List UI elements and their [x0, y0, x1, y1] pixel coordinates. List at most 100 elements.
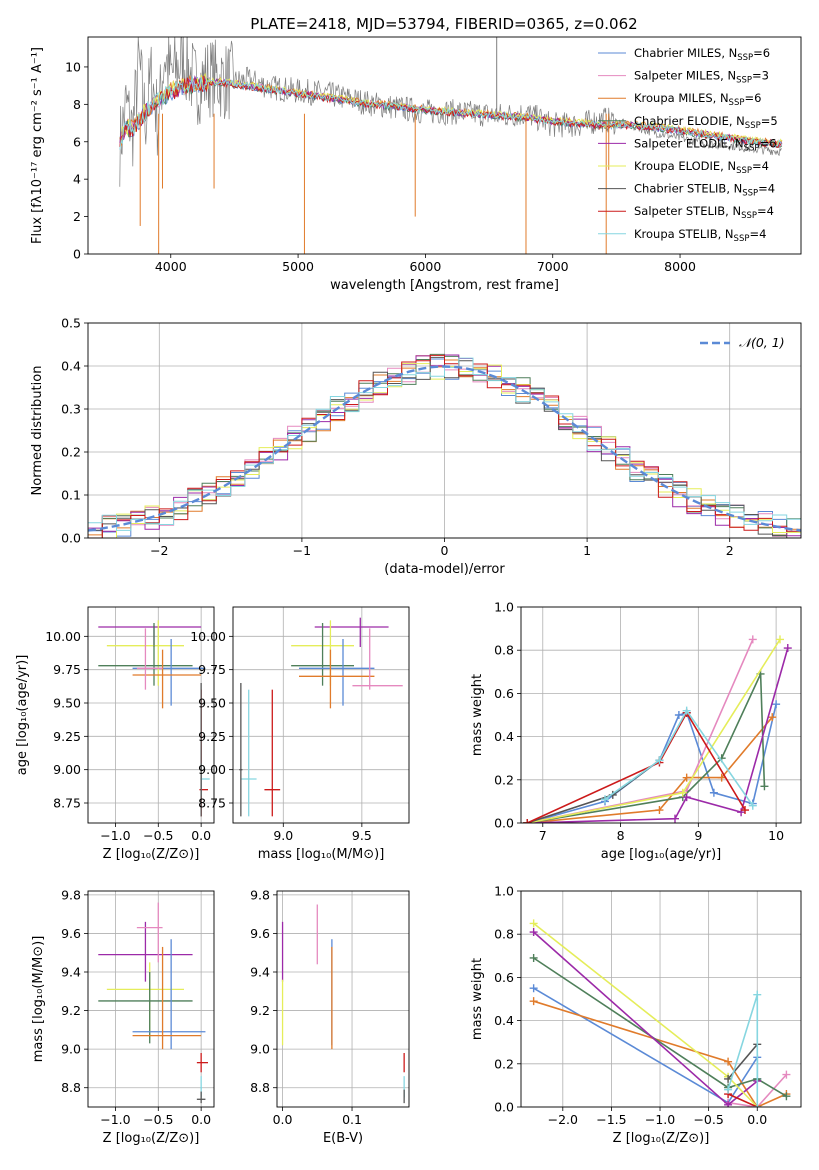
series-line-salpeter-miles	[727, 1074, 787, 1107]
data-spectrum-line	[119, 37, 782, 187]
axes-frame	[87, 36, 802, 255]
y-tick-label: 0.2	[494, 1056, 514, 1071]
chart-weight-vs-age: 7 8 9 10 0.0 0.2 0.4 0.6 0.8 1.0 age [log₁₀(age/yr…	[470, 600, 802, 862]
series-marker-kroupa-stelib	[601, 795, 609, 804]
legend-subscript: SSP	[729, 98, 745, 108]
axes-frame	[232, 606, 410, 824]
y-tick-label: 0.5	[61, 316, 81, 331]
series-line-kroupa-elodie	[527, 638, 781, 823]
legend-value: =6	[753, 46, 770, 60]
y-tick-label: 9.00	[53, 762, 81, 777]
series-marker-kroupa-stelib	[682, 706, 691, 715]
series-marker-salpeter-elodie	[682, 793, 691, 802]
y-tick-label: 0.3	[61, 402, 81, 417]
series-marker-chabrier-elodie	[782, 1092, 791, 1101]
y-tick-label: 9.0	[61, 1042, 81, 1057]
x-axis-label: E(B-V)	[323, 1131, 363, 1146]
legend-label-kroupa-elodie: Kroupa ELODIE, NSSP=4	[634, 159, 769, 176]
y-tick-label: 6	[73, 134, 81, 149]
legend-subscript: SSP	[736, 166, 752, 176]
series-marker-kroupa-stelib	[655, 756, 664, 765]
x-axis-label: Z [log₁₀(Z/Z⊙)]	[103, 1131, 200, 1146]
x-axis-label: Z [log₁₀(Z/Z⊙)]	[103, 847, 200, 862]
x-axis-label: age [log₁₀(age/yr)]	[601, 847, 722, 862]
y-axis-label: Normed distribution	[30, 366, 45, 496]
plot-area	[523, 635, 792, 823]
x-tick-label: 0	[441, 543, 449, 558]
legend-label-salpeter-miles: Salpeter MILES, NSSP=3	[634, 69, 769, 86]
y-tick-label: 10.00	[190, 629, 226, 644]
x-tick-label: −1.0	[645, 1112, 675, 1127]
series-marker-kroupa-stelib	[753, 1103, 762, 1107]
legend-value: =5	[761, 114, 778, 128]
plot-area	[98, 620, 210, 817]
legend-subscript: SSP	[744, 143, 760, 153]
legend-value: =3	[752, 69, 769, 83]
y-axis-label: mass weight	[470, 674, 485, 756]
x-tick-label: 9.0	[273, 828, 293, 843]
y-tick-label: 0.0	[494, 816, 514, 831]
chart-residuals: −2 −1 0 1 2 0.0 0.1 0.2 0.3 0.4 0.5 (data-model)/er…	[30, 316, 802, 577]
figure-title: PLATE=2418, MJD=53794, FIBERID=0365, z=0…	[250, 15, 637, 33]
y-tick-label: 4	[73, 172, 81, 187]
series-marker-chabrier-elodie	[529, 953, 538, 962]
legend-label-chabrier-stelib: Chabrier STELIB, NSSP=4	[634, 182, 775, 199]
x-tick-label: 0.0	[747, 1112, 767, 1127]
legend-value: =6	[744, 91, 761, 105]
series-marker-kroupa-miles	[682, 773, 691, 782]
y-tick-label: 1.0	[494, 600, 514, 615]
axes-frame	[520, 606, 802, 824]
x-tick-label: −0.5	[143, 828, 173, 843]
series-marker-kroupa-miles	[768, 713, 777, 722]
axes-frame	[276, 890, 410, 1108]
plot-area	[529, 919, 791, 1107]
y-tick-label: 9.50	[198, 696, 226, 711]
x-tick-label: 1	[583, 543, 591, 558]
series-line-kroupa-stelib	[727, 994, 759, 1107]
y-tick-label: 1.0	[494, 884, 514, 899]
chart-age-vs-mass: 9.0 9.5 8.75 9.00 9.25 9.50 9.75 10.00 mass [log…	[190, 606, 410, 862]
legend-subscript: SSP	[741, 211, 757, 221]
y-tick-label: 8.8	[250, 1080, 270, 1095]
y-tick-label: 9.6	[61, 926, 81, 941]
x-tick-label: −1	[293, 543, 311, 558]
histogram-kroupa-stelib	[88, 357, 801, 537]
y-tick-label: 8.75	[198, 796, 226, 811]
y-tick-label: 0.4	[494, 729, 514, 744]
series-marker-kroupa-miles	[529, 997, 538, 1006]
plot-area	[239, 617, 403, 817]
x-tick-label: 9	[694, 828, 702, 843]
legend-label-salpeter-elodie: Salpeter ELODIE, NSSP=6	[634, 136, 777, 153]
x-tick-label: 7000	[537, 259, 569, 274]
y-tick-label: 0.1	[61, 488, 81, 503]
y-tick-label: 0.8	[494, 927, 514, 942]
histogram-salpeter-stelib	[88, 354, 801, 538]
y-tick-label: 0.0	[61, 531, 81, 546]
series-marker-kroupa-elodie	[529, 919, 538, 928]
chart-mass-vs-ebv: 0.0 0.1 8.8 9.0 9.2 9.4 9.6 9.8 E(B-V)	[250, 887, 410, 1146]
series-line-salpeter-stelib	[727, 1093, 758, 1107]
series-marker-salpeter-elodie	[724, 1100, 733, 1107]
y-tick-label: 0.8	[494, 643, 514, 658]
series-marker-kroupa-stelib	[748, 801, 757, 810]
legend-label-kroupa-miles: Kroupa MILES, NSSP=6	[634, 91, 761, 108]
x-tick-label: −1.0	[100, 828, 130, 843]
x-tick-label: 0.0	[191, 1112, 211, 1127]
y-tick-label: 9.6	[250, 926, 270, 941]
y-tick-label: 0.6	[494, 970, 514, 985]
series-line-salpeter-stelib	[526, 711, 746, 823]
y-tick-label: 9.75	[198, 662, 226, 677]
x-tick-label: 0.0	[273, 1112, 293, 1127]
series-line-salpeter-miles	[527, 639, 754, 823]
y-tick-label: 8	[73, 97, 81, 112]
y-axis-label: mass [log₁₀(M/M⊙)]	[31, 936, 46, 1063]
legend-label-kroupa-stelib: Kroupa STELIB, NSSP=4	[634, 227, 766, 244]
x-tick-label: 5000	[282, 259, 314, 274]
y-tick-label: 9.25	[53, 729, 81, 744]
series-marker-salpeter-stelib	[741, 806, 749, 815]
x-axis-label: mass [log₁₀(M/M⊙)]	[258, 847, 385, 862]
plot-area	[88, 353, 801, 538]
series-marker-chabrier-elodie	[760, 782, 769, 791]
y-tick-label: 8.8	[61, 1080, 81, 1095]
